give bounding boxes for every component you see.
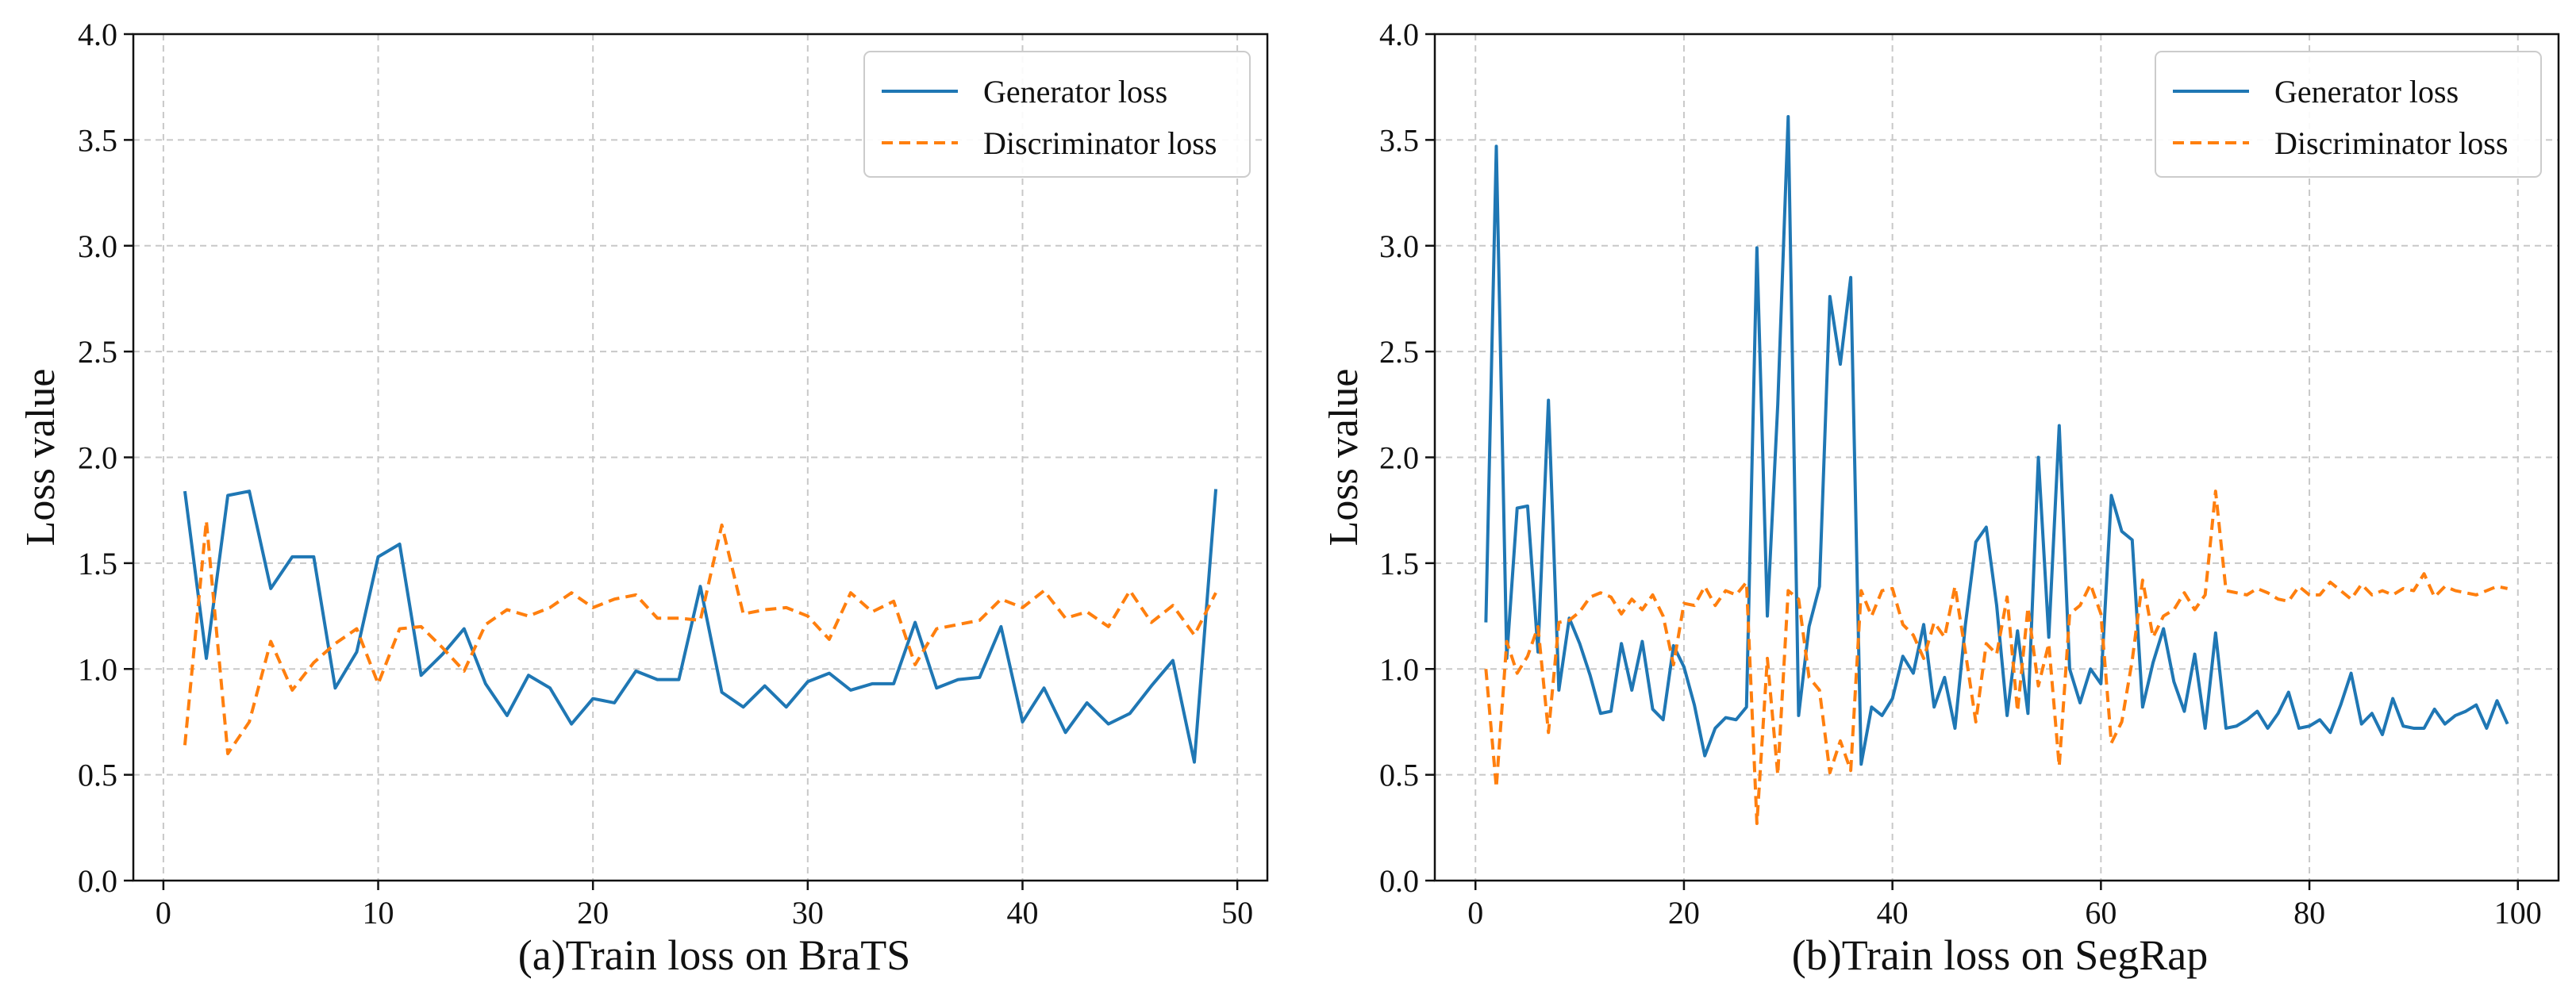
x-tick-label: 20 xyxy=(1668,895,1700,931)
series-discriminator-loss xyxy=(183,519,1217,755)
legend-label: Discriminator loss xyxy=(2274,125,2508,161)
y-axis: 0.0 0.5 1.0 1.5 2.0 2.5 3.0 3.5 4.0 xyxy=(78,17,133,899)
x-tick-label: 0 xyxy=(156,895,171,931)
plot-frame xyxy=(132,33,1269,882)
x-axis: 0 20 40 60 80 100 xyxy=(1467,881,2542,931)
y-tick-label: 1.0 xyxy=(78,651,117,687)
x-tick-label: 10 xyxy=(363,895,394,931)
series-line xyxy=(183,489,1218,764)
y-tick-label: 1.5 xyxy=(78,546,117,582)
series-generator-loss xyxy=(183,489,1218,764)
chart-caption: (a)Train loss on BraTS xyxy=(518,931,911,979)
x-tick-label: 0 xyxy=(1467,895,1483,931)
x-tick-label: 30 xyxy=(792,895,824,931)
y-tick-label: 0.0 xyxy=(1379,863,1419,899)
x-tick-label: 40 xyxy=(1877,895,1909,931)
legend-label: Generator loss xyxy=(2274,74,2459,109)
legend-label: Generator loss xyxy=(983,74,1167,109)
plot-frame xyxy=(1433,33,2560,882)
y-tick-label: 2.5 xyxy=(78,334,117,370)
y-tick-label: 2.5 xyxy=(1379,334,1419,370)
x-tick-label: 80 xyxy=(2293,895,2325,931)
y-tick-label: 1.5 xyxy=(1379,546,1419,582)
chart-brats: 0.0 0.5 1.0 1.5 2.0 2.5 3.0 3.5 4.0 0 10 20 30 40 50 Lo… xyxy=(18,17,1269,979)
x-tick-label: 60 xyxy=(2085,895,2117,931)
y-tick-label: 3.0 xyxy=(1379,228,1419,264)
chart-caption: (b)Train loss on SegRap xyxy=(1792,931,2209,979)
y-tick-label: 2.0 xyxy=(1379,440,1419,476)
y-tick-label: 2.0 xyxy=(78,440,117,476)
series-line xyxy=(183,519,1217,755)
series-line xyxy=(1484,115,2509,766)
y-tick-label: 1.0 xyxy=(1379,651,1419,687)
y-tick-label: 0.5 xyxy=(78,758,117,793)
y-tick-label: 4.0 xyxy=(1379,17,1419,52)
legend-box xyxy=(2155,51,2542,178)
y-tick-label: 3.0 xyxy=(78,228,117,264)
y-tick-label: 3.5 xyxy=(78,122,117,158)
x-axis: 0 10 20 30 40 50 xyxy=(156,881,1253,931)
x-tick-label: 50 xyxy=(1221,895,1253,931)
y-axis: 0.0 0.5 1.0 1.5 2.0 2.5 3.0 3.5 4.0 xyxy=(1379,17,1435,899)
y-axis-title: Loss value xyxy=(18,369,63,547)
x-tick-label: 40 xyxy=(1006,895,1038,931)
y-tick-label: 3.5 xyxy=(1379,122,1419,158)
grid xyxy=(133,33,1267,881)
x-tick-label: 100 xyxy=(2494,895,2542,931)
legend-box xyxy=(863,51,1251,178)
chart-segrap: 0.0 0.5 1.0 1.5 2.0 2.5 3.0 3.5 4.0 0 20 40 60 80 100 L… xyxy=(1321,17,2560,979)
y-tick-label: 4.0 xyxy=(78,17,117,52)
y-axis-title: Loss value xyxy=(1321,369,1367,547)
series-generator-loss xyxy=(1484,115,2509,766)
legend-label: Discriminator loss xyxy=(983,125,1217,161)
x-tick-label: 20 xyxy=(577,895,609,931)
y-tick-label: 0.5 xyxy=(1379,758,1419,793)
y-tick-label: 0.0 xyxy=(78,863,117,899)
legend: Generator loss Discriminator loss xyxy=(2155,51,2542,178)
legend: Generator loss Discriminator loss xyxy=(863,51,1251,178)
